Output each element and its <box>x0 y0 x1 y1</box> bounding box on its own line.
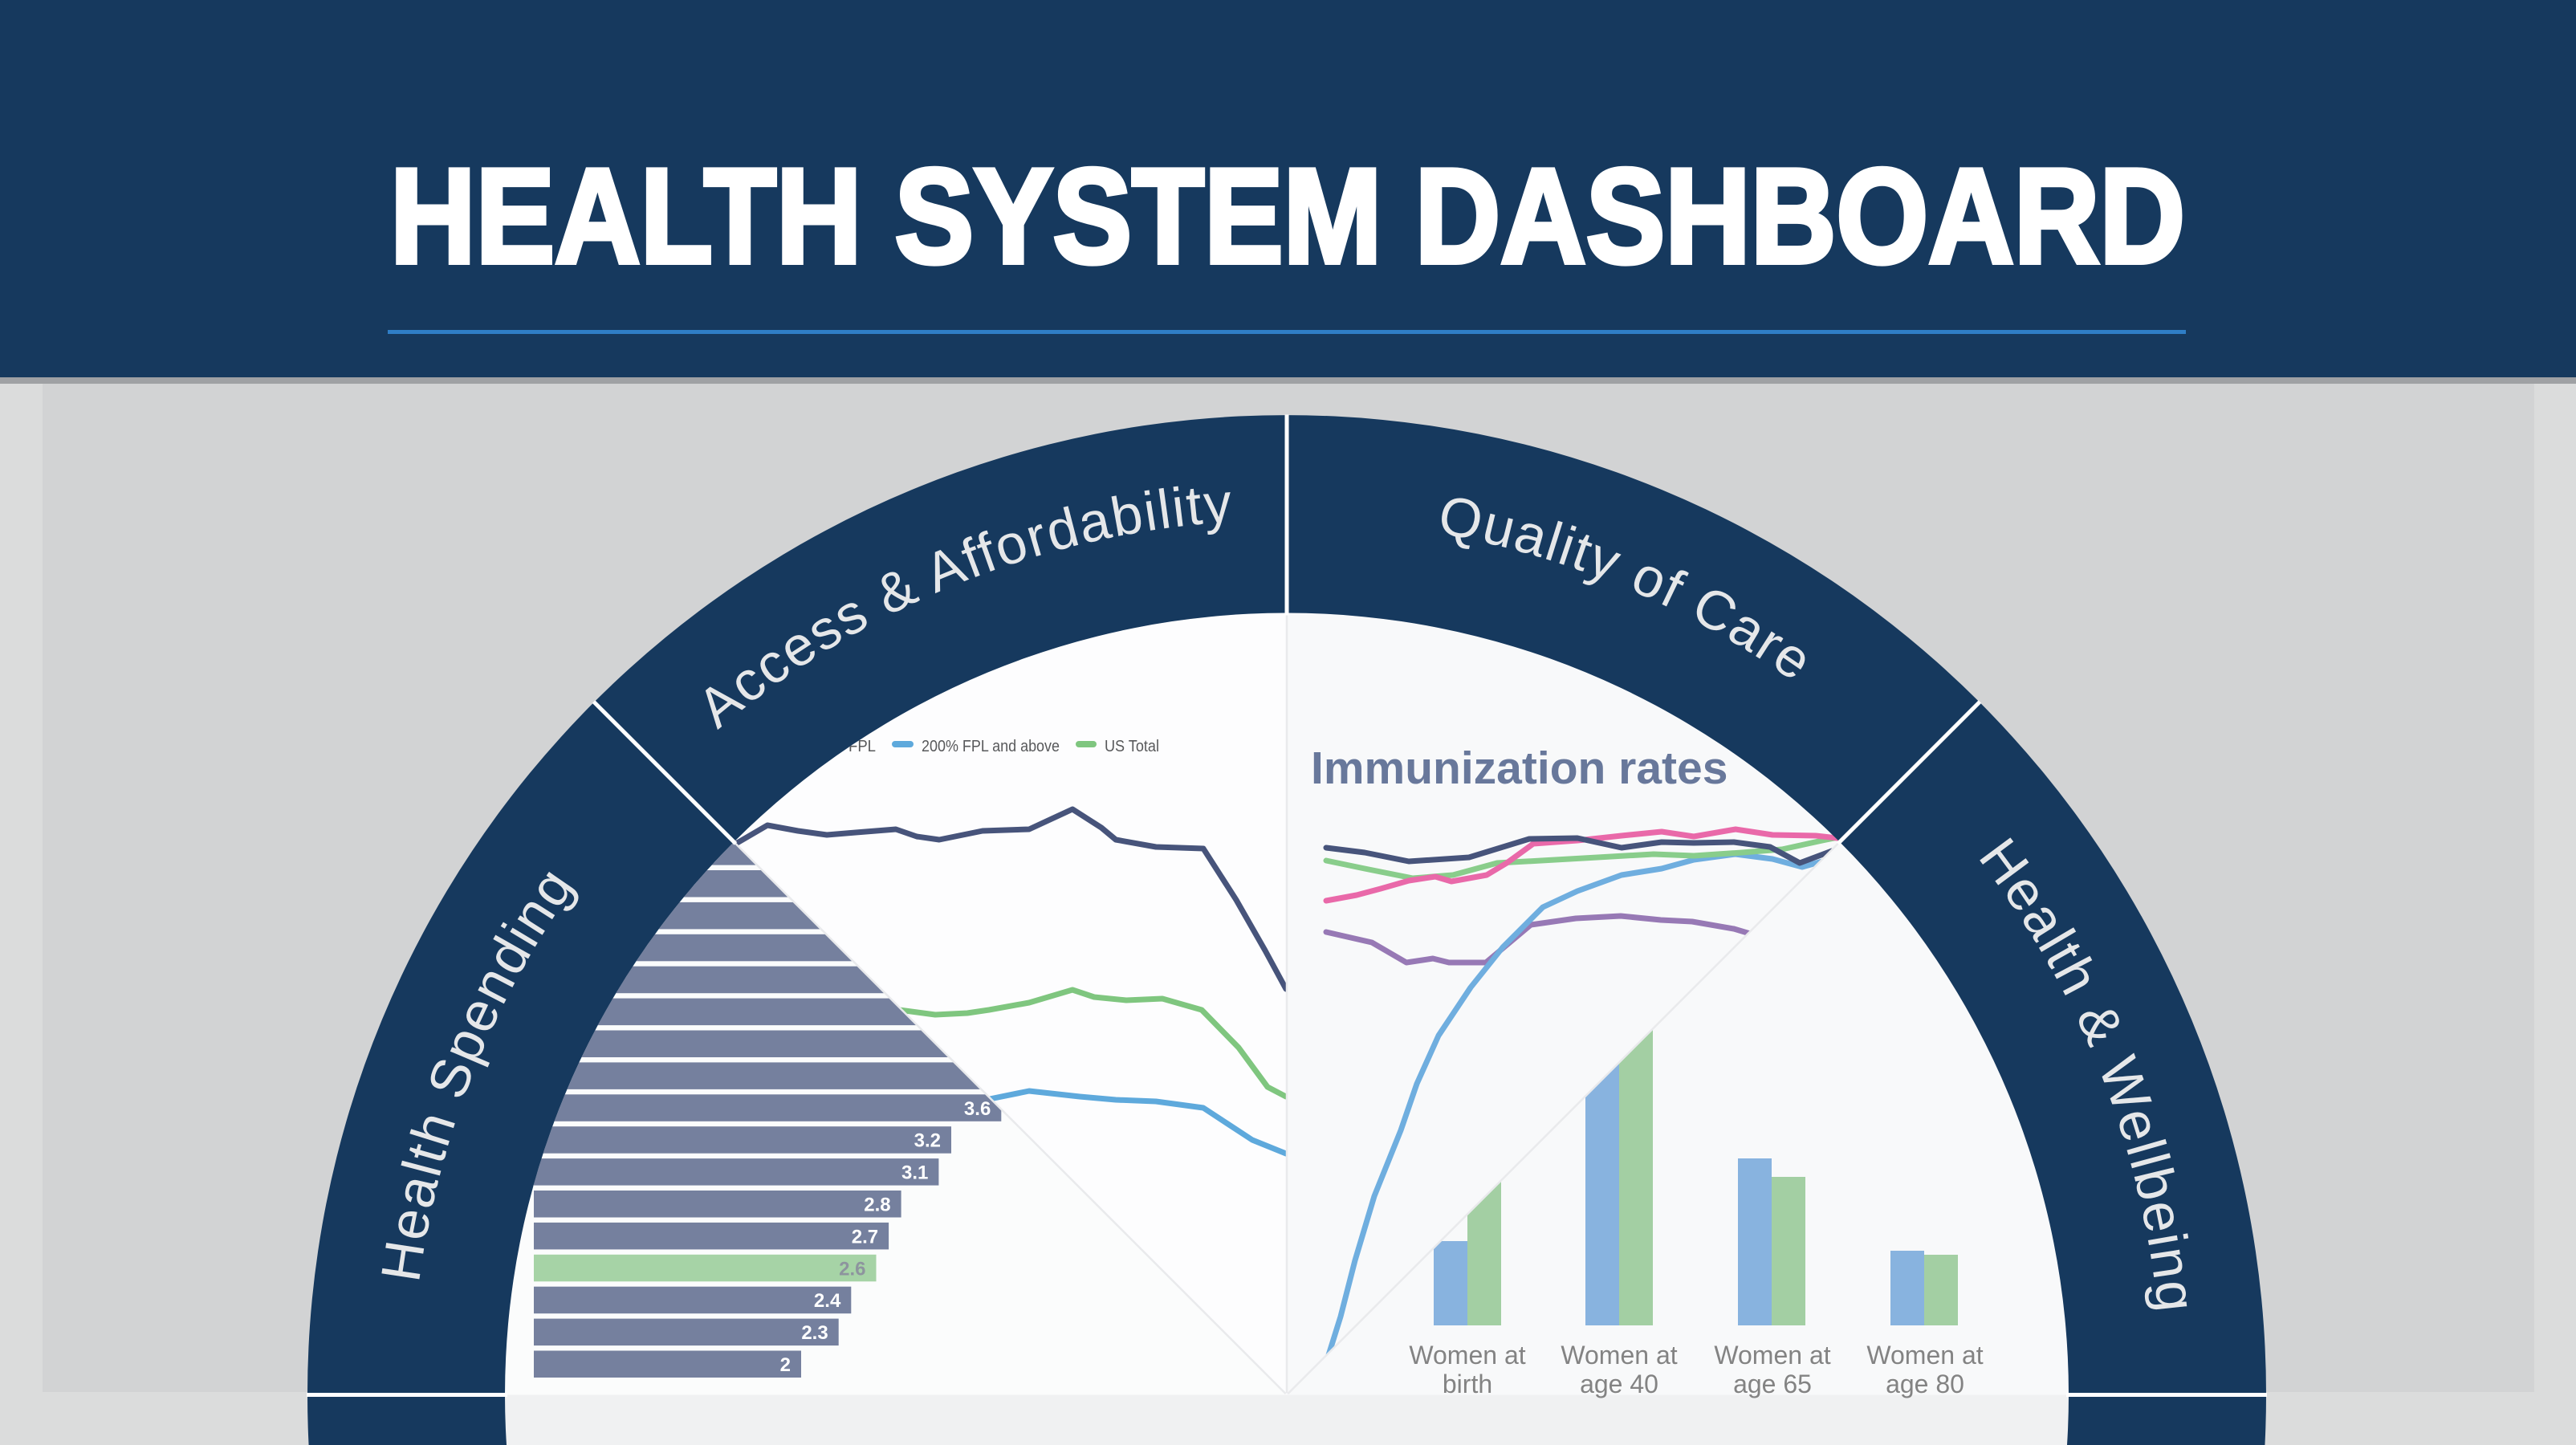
svg-text:US Total: US Total <box>1105 738 1159 755</box>
svg-text:3.6: 3.6 <box>964 1098 991 1120</box>
svg-text:age 40: age 40 <box>1580 1370 1658 1398</box>
svg-text:2: 2 <box>780 1354 791 1376</box>
svg-text:Women at: Women at <box>1866 1341 1983 1370</box>
svg-text:Women at: Women at <box>1409 1341 1525 1370</box>
svg-text:Women at: Women at <box>1561 1341 1677 1370</box>
svg-text:200% FPL and above: 200% FPL and above <box>922 738 1060 755</box>
svg-text:birth: birth <box>1443 1370 1492 1398</box>
svg-text:3.2: 3.2 <box>914 1130 941 1152</box>
svg-text:Immunization rates: Immunization rates <box>1311 743 1728 794</box>
svg-text:age 65: age 65 <box>1733 1370 1812 1398</box>
svg-text:age 80: age 80 <box>1886 1370 1964 1398</box>
svg-text:2.7: 2.7 <box>852 1226 878 1248</box>
svg-text:Women at: Women at <box>1714 1341 1830 1370</box>
svg-text:2.3: 2.3 <box>801 1322 828 1344</box>
svg-text:3.1: 3.1 <box>901 1162 928 1184</box>
svg-text:2.8: 2.8 <box>864 1195 890 1216</box>
svg-text:2.6: 2.6 <box>839 1258 865 1280</box>
svg-text:HEALTH SYSTEM DASHBOARD: HEALTH SYSTEM DASHBOARD <box>390 140 2185 291</box>
svg-text:2.4: 2.4 <box>814 1290 841 1312</box>
